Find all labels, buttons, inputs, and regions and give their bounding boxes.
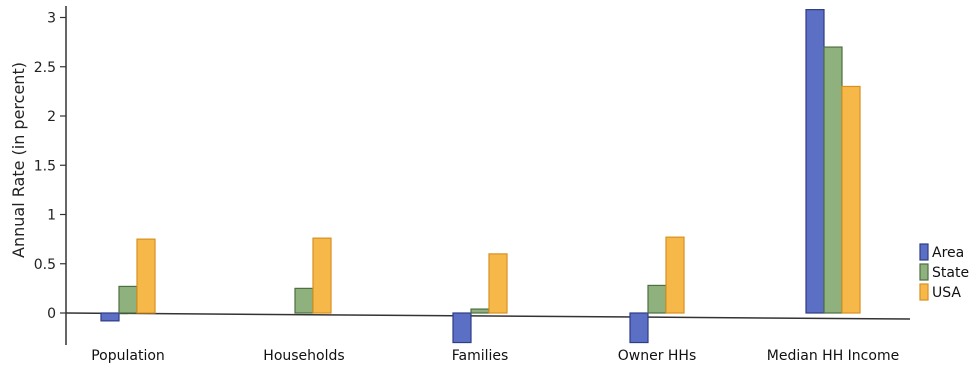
legend-label-area: Area <box>932 245 964 261</box>
legend: Area State USA <box>919 243 969 301</box>
y-tick-label: 1.5 <box>34 158 56 174</box>
legend-swatch-state <box>919 263 929 281</box>
bar-state-families <box>470 308 490 314</box>
bar-area-families <box>452 312 472 344</box>
bar-area-median-hh-income <box>805 9 825 314</box>
x-category-label: Population <box>91 348 165 364</box>
x-category-label: Households <box>263 348 344 364</box>
bar-usa-median-hh-income <box>841 85 861 314</box>
axes <box>65 6 911 345</box>
bar-state-households <box>294 287 314 314</box>
bar-area-owner-hhs <box>629 312 649 344</box>
legend-swatch-usa <box>919 283 929 301</box>
bars <box>100 9 861 344</box>
y-tick-label: 2.5 <box>34 60 56 76</box>
y-tick-label: 0.5 <box>34 257 56 273</box>
y-tick-label: 0 <box>47 306 56 322</box>
legend-swatch-area <box>919 243 929 261</box>
y-ticks: 0 0.5 1 1.5 2 2.5 3 <box>34 11 66 322</box>
x-category-label: Families <box>452 348 509 364</box>
bar-usa-population <box>136 238 156 314</box>
bar-state-population <box>118 285 138 314</box>
y-tick-label: 1 <box>47 208 56 224</box>
legend-label-state: State <box>932 265 969 281</box>
legend-label-usa: USA <box>932 285 961 301</box>
x-category-label: Median HH Income <box>767 348 899 364</box>
bar-usa-families <box>488 253 508 314</box>
y-tick-label: 2 <box>47 109 56 125</box>
x-category-label: Owner HHs <box>618 348 697 364</box>
x-axis-baseline <box>65 312 911 320</box>
bar-state-median-hh-income <box>823 46 843 314</box>
bar-area-population <box>100 312 120 322</box>
bar-usa-owner-hhs <box>665 236 685 314</box>
y-axis-title: Annual Rate (in percent) <box>9 62 28 258</box>
bar-state-owner-hhs <box>647 284 667 314</box>
x-labels: Population Households Families Owner HHs Med… <box>91 348 899 364</box>
y-tick-label: 3 <box>47 11 56 27</box>
bar-usa-households <box>312 237 332 314</box>
